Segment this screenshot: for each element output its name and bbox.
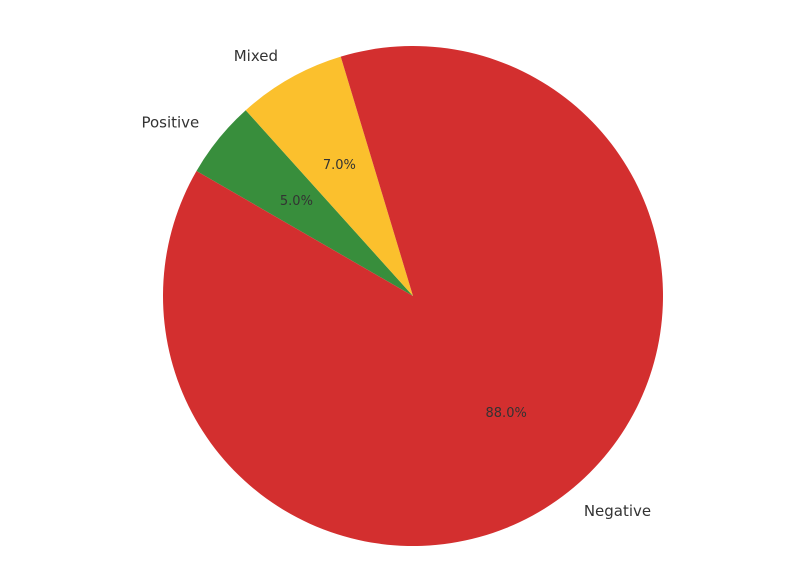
- value-label: 5.0%: [280, 194, 313, 209]
- pie-slice: [245, 56, 413, 297]
- slice-label: Positive: [141, 113, 199, 131]
- slice-label: Negative: [584, 502, 651, 520]
- value-label: 7.0%: [323, 158, 356, 173]
- value-label: 88.0%: [486, 406, 527, 421]
- pie-slice: [163, 46, 663, 547]
- slice-label: Mixed: [234, 47, 278, 65]
- pie-slice: [196, 110, 413, 296]
